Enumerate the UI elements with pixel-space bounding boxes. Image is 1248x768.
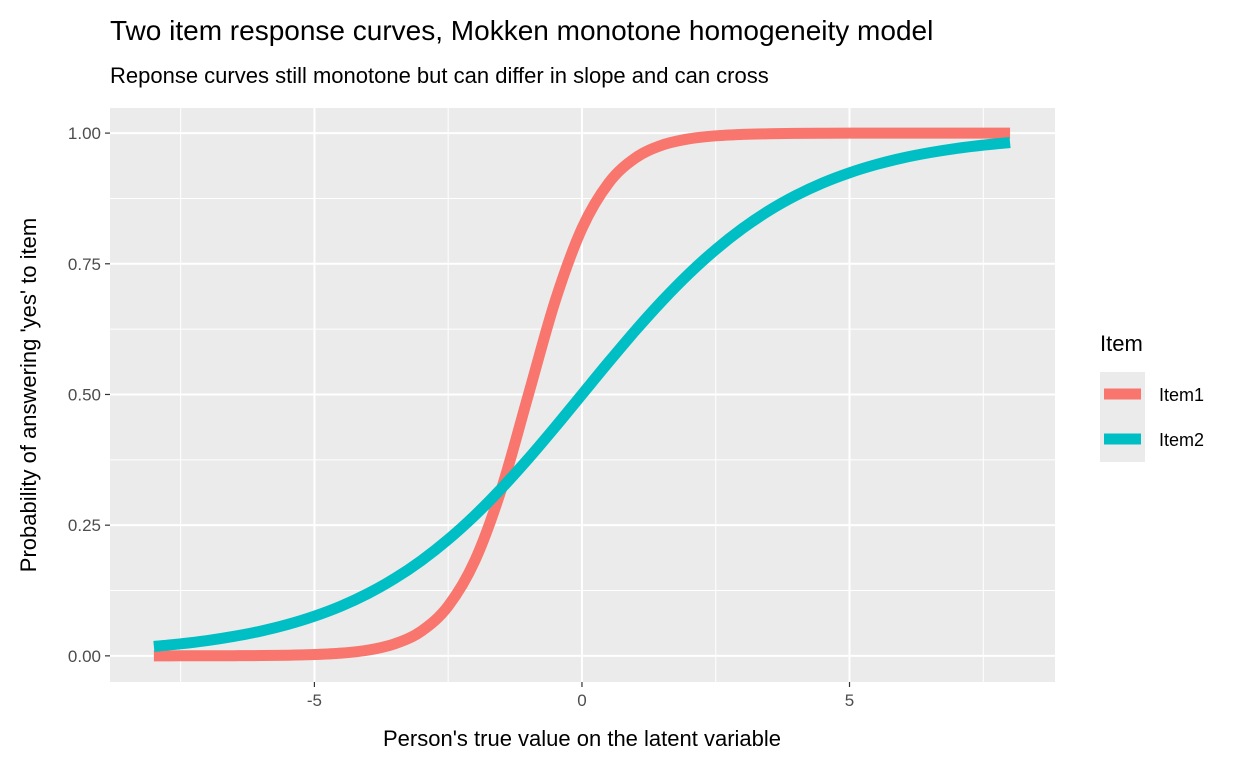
y-tick-label: 0.25 xyxy=(68,516,101,535)
legend-title: Item xyxy=(1100,331,1143,356)
chart-subtitle: Reponse curves still monotone but can di… xyxy=(110,63,769,88)
y-axis-title: Probability of answering 'yes' to item xyxy=(16,218,41,572)
legend-label: Item1 xyxy=(1159,385,1204,405)
y-tick-label: 0.75 xyxy=(68,255,101,274)
legend-label: Item2 xyxy=(1159,430,1204,450)
x-tick-label: 0 xyxy=(577,691,586,710)
y-tick-label: 1.00 xyxy=(68,124,101,143)
y-tick-label: 0.50 xyxy=(68,385,101,404)
series-line-item1 xyxy=(153,127,1011,662)
axes: -5 0 5 0.00 0.25 0.50 0.75 1.00 xyxy=(68,124,854,710)
chart-title: Two item response curves, Mokken monoton… xyxy=(110,15,933,46)
y-tick-label: 0.00 xyxy=(68,647,101,666)
x-axis-title: Person's true value on the latent variab… xyxy=(383,726,781,751)
x-tick-label: 5 xyxy=(845,691,854,710)
series-line-item2 xyxy=(153,137,1011,652)
series-lines xyxy=(153,127,1011,662)
legend: Item Item1 Item2 xyxy=(1100,331,1204,462)
x-tick-label: -5 xyxy=(307,691,322,710)
